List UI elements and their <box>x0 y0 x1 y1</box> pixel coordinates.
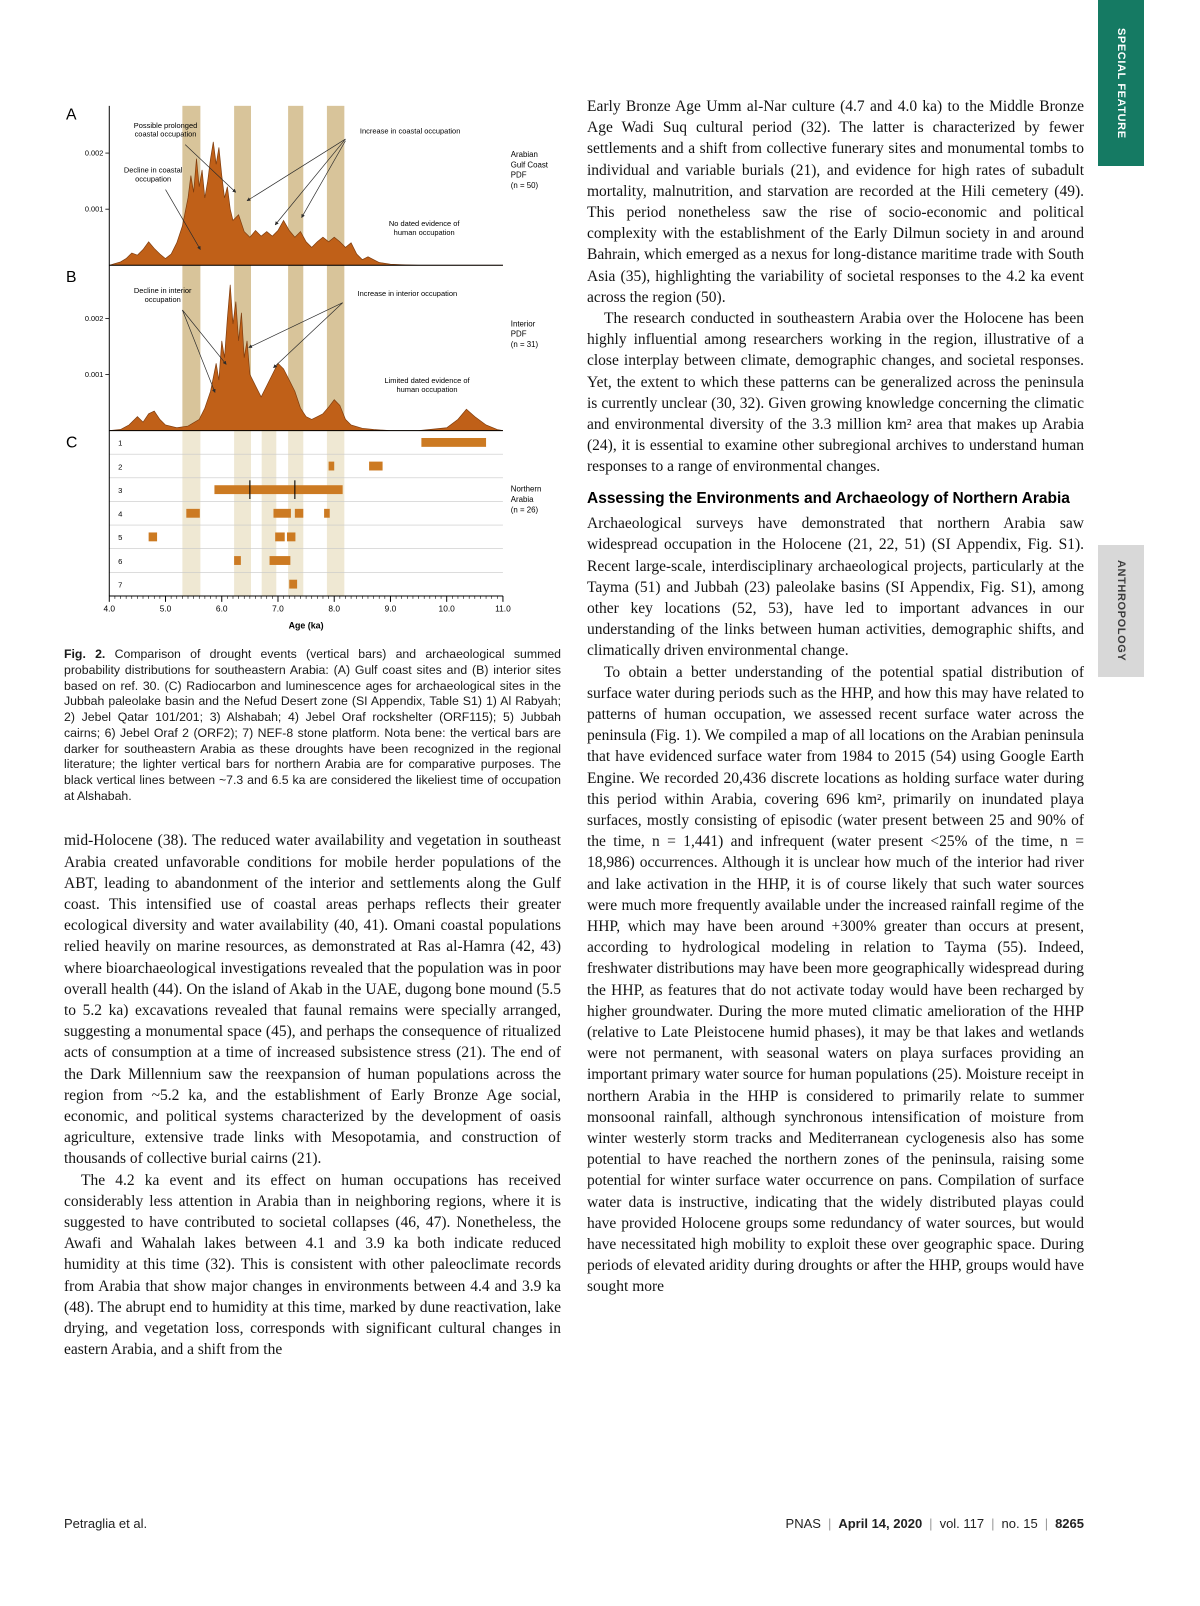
footer-separator: | <box>827 1516 832 1531</box>
svg-text:7.0: 7.0 <box>272 604 284 614</box>
svg-text:Age (ka): Age (ka) <box>289 620 324 630</box>
svg-text:6: 6 <box>118 557 122 566</box>
figure-2: 0.001 0.002 Possible prolonged coastal occu… <box>64 96 561 804</box>
page-content: 0.001 0.002 Possible prolonged coastal occu… <box>64 96 1084 1360</box>
anthropology-label: ANTHROPOLOGY <box>1115 560 1127 662</box>
left-paragraph-2: The 4.2 ka event and its effect on human… <box>64 1171 561 1359</box>
figure-caption-text: Comparison of drought events (vertical b… <box>64 647 562 803</box>
footer-separator: | <box>1044 1516 1049 1531</box>
svg-text:0.001: 0.001 <box>85 205 103 214</box>
svg-text:9.0: 9.0 <box>385 604 397 614</box>
svg-text:4: 4 <box>118 510 123 519</box>
fig2-chart: 0.001 0.002 Possible prolonged coastal occu… <box>66 105 549 630</box>
special-feature-label: SPECIAL FEATURE <box>1115 27 1127 139</box>
left-paragraph-1: mid-Holocene (38). The reduced water ava… <box>64 832 561 1168</box>
right-paragraph-1: Early Bronze Age Umm al-Nar culture (4.7… <box>587 98 1084 306</box>
special-feature-tab: SPECIAL FEATURE <box>1098 0 1144 166</box>
footer-volume: vol. 117 <box>939 1516 985 1531</box>
page-footer: Petraglia et al. PNAS | April 14, 2020 | vol… <box>64 1516 1084 1531</box>
footer-separator: | <box>929 1516 933 1531</box>
footer-journal: PNAS <box>785 1516 821 1531</box>
svg-text:6.0: 6.0 <box>216 604 228 614</box>
footer-page-number: 8265 <box>1055 1516 1084 1531</box>
svg-text:0.002: 0.002 <box>85 314 103 323</box>
svg-text:A: A <box>66 107 77 124</box>
right-paragraph-2: The research conducted in southeastern A… <box>587 310 1084 476</box>
svg-text:4.0: 4.0 <box>103 604 115 614</box>
svg-text:11.0: 11.0 <box>495 604 511 614</box>
figure-caption-label: Fig. 2. <box>64 647 106 662</box>
svg-text:2: 2 <box>118 462 122 471</box>
footer-issue: no. 15 <box>1001 1516 1038 1531</box>
left-column: 0.001 0.002 Possible prolonged coastal occu… <box>64 96 561 1360</box>
svg-text:Increase in interior occupatio: Increase in interior occupation <box>358 289 458 298</box>
svg-text:3: 3 <box>118 486 122 495</box>
footer-date: April 14, 2020 <box>838 1516 923 1531</box>
figure-caption: Fig. 2. Comparison of drought events (ve… <box>64 647 561 804</box>
section-heading: Assessing the Environments and Archaeolo… <box>587 489 1070 507</box>
footer-citation: PNAS | April 14, 2020 | vol. 117 | no. 15 | 8265 <box>786 1516 1084 1531</box>
svg-text:0.001: 0.001 <box>85 370 103 379</box>
anthropology-tab: ANTHROPOLOGY <box>1098 545 1144 677</box>
svg-text:1: 1 <box>118 439 122 448</box>
svg-text:Increase in coastal occupation: Increase in coastal occupation <box>360 126 460 135</box>
svg-text:0.002: 0.002 <box>85 149 103 158</box>
svg-text:10.0: 10.0 <box>439 604 456 614</box>
right-column: Early Bronze Age Umm al-Nar culture (4.7… <box>587 96 1084 1360</box>
svg-text:5: 5 <box>118 533 122 542</box>
footer-authors: Petraglia et al. <box>64 1516 148 1531</box>
svg-text:8.0: 8.0 <box>328 604 340 614</box>
footer-separator: | <box>991 1516 995 1531</box>
svg-text:C: C <box>66 434 77 451</box>
right-paragraph-4: To obtain a better understanding of the … <box>587 663 1084 1296</box>
svg-text:B: B <box>66 269 77 286</box>
svg-text:5.0: 5.0 <box>160 604 172 614</box>
svg-text:7: 7 <box>118 580 122 589</box>
right-paragraph-3: Archaeological surveys have demonstrated… <box>587 515 1084 660</box>
